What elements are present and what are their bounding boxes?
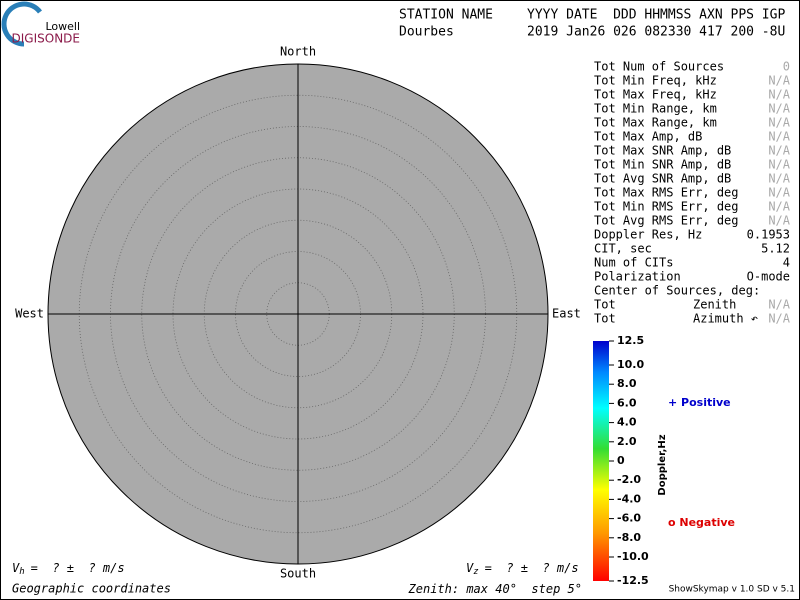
zenith-unit: °	[510, 582, 517, 596]
stat-label: Tot Min Range, km	[594, 102, 717, 116]
vz-sub: z	[473, 567, 478, 577]
stat-label: Tot	[594, 298, 616, 312]
stat-value: N/A	[768, 130, 790, 144]
stat-label: Tot Min RMS Err, deg	[594, 200, 739, 214]
vh-label: Vh = ? ± ? m/s	[12, 561, 125, 577]
compass-label: West	[15, 307, 44, 321]
stat-value: N/A	[768, 158, 790, 172]
colorbar-tick-label: -12.5	[617, 574, 649, 587]
stat-label: Tot Num of Sources	[594, 60, 724, 74]
zenith-max: 40	[495, 582, 509, 596]
logo: Lowell DIGISONDE	[1, 1, 80, 47]
colorbar-tick-label: 4.0	[617, 416, 637, 429]
stat-value: 4	[783, 256, 790, 270]
vh-symbol: V	[12, 561, 20, 575]
header-text: YYYY DATE DDD HHMMSS AXN PPS IGP	[527, 8, 785, 23]
zenith-text: Zenith: max	[408, 582, 489, 596]
stat-label: Num of CITs	[594, 256, 673, 270]
colorbar-tick-label: 0	[617, 454, 625, 467]
vz-text: = ? ± ? m/s	[485, 561, 579, 575]
colorbar-label: Doppler,Hz	[657, 434, 668, 495]
stat-value: N/A	[768, 116, 790, 130]
stat-value: N/A	[768, 200, 790, 214]
stat-value: 0.1953	[747, 228, 790, 242]
colorbar-tick-label: -10.0	[617, 550, 649, 563]
stat-label: Tot Avg SNR Amp, dB	[594, 172, 731, 186]
logo-arc	[1, 1, 42, 47]
vh-sub: h	[19, 567, 24, 577]
stat-value: N/A	[768, 186, 790, 200]
logo-line2: DIGISONDE	[12, 32, 80, 46]
compass-label: North	[280, 45, 316, 59]
colorbar-tick-label: -8.0	[617, 531, 641, 544]
colorbar-tick-label: -6.0	[617, 512, 641, 525]
legend-negative: o Negative	[668, 516, 735, 529]
stat-value: Zenith	[693, 298, 736, 312]
stat-value: Azimuth ↶	[693, 312, 758, 326]
stat-value: O-mode	[747, 270, 790, 284]
header-text: Dourbes	[399, 25, 454, 40]
stat-label: Polarization	[594, 270, 681, 284]
stat-label: CIT, sec	[594, 242, 652, 256]
stat-value: N/A	[768, 74, 790, 88]
stat-label: Tot Max Range, km	[594, 116, 717, 130]
header-text: STATION NAME	[399, 8, 493, 23]
stat-label: Tot Max Freq, kHz	[594, 88, 717, 102]
vz-label: Vz = ? ± ? m/s	[466, 561, 579, 577]
stat-value: N/A	[768, 88, 790, 102]
colorbar	[593, 341, 609, 581]
sky-plot	[47, 63, 549, 565]
compass-label: South	[280, 567, 316, 581]
stats-table: Tot Num of Sources 0 Tot Min Freq, kHz N/A T…	[594, 60, 791, 326]
colorbar-tick-label: 6.0	[617, 396, 637, 409]
stat-label: Tot Max Amp, dB	[594, 130, 702, 144]
colorbar-tick-label: 8.0	[617, 377, 637, 390]
stat-label: Tot	[594, 312, 616, 326]
version-label: ShowSkymap v 1.0 SD v 5.1	[669, 585, 795, 595]
stat-label: Tot Min SNR Amp, dB	[594, 158, 731, 172]
colorbar-tick-label: 12.5	[617, 334, 644, 347]
stat-value: N/A	[768, 298, 790, 312]
zenith-step: 5	[568, 582, 575, 596]
legend-positive: + Positive	[668, 396, 731, 409]
coords-label: Geographic coordinates	[12, 582, 171, 596]
stat-value: 0	[783, 60, 790, 74]
stat-label: Tot Min Freq, kHz	[594, 74, 717, 88]
logo-line1: Lowell	[45, 20, 80, 33]
colorbar-tick-label: 10.0	[617, 358, 644, 371]
stat-value: N/A	[768, 172, 790, 186]
vh-text: = ? ± ? m/s	[31, 561, 125, 575]
colorbar-tick-label: 2.0	[617, 435, 637, 448]
stat-value: 5.12	[761, 242, 790, 256]
stat-label: Tot Max RMS Err, deg	[594, 186, 739, 200]
compass-label: East	[552, 307, 581, 321]
colorbar-tick-label: -4.0	[617, 492, 641, 505]
stat-label: Tot Avg RMS Err, deg	[594, 214, 739, 228]
stat-value: N/A	[768, 102, 790, 116]
stat-label: Tot Max SNR Amp, dB	[594, 144, 731, 158]
stat-label: Doppler Res, Hz	[594, 228, 702, 242]
stat-value: N/A	[768, 312, 790, 326]
colorbar-tick-label: -2.0	[617, 473, 641, 486]
header-text: 2019 Jan26 026 082330 417 200 -8U	[527, 25, 785, 40]
stat-value: N/A	[768, 144, 790, 158]
stat-label: Center of Sources, deg:	[594, 284, 760, 298]
zenith-unit: °	[575, 582, 582, 596]
vz-symbol: V	[466, 561, 474, 575]
zenith-label: Zenith: max 40° step 5°	[408, 582, 582, 596]
colorbar-axis: 12.5 10.0 8.0 6.0 4.0 2.0 0 -2.0 -4.0 -6.0 -8.0 -10…	[609, 334, 649, 587]
zenith-step-text: step	[531, 582, 560, 596]
stat-value: N/A	[768, 214, 790, 228]
